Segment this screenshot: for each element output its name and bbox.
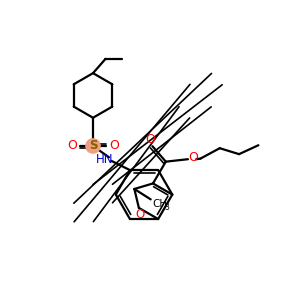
- Text: O: O: [109, 140, 119, 152]
- Text: O: O: [136, 208, 145, 221]
- Text: 3: 3: [165, 203, 170, 212]
- Text: O: O: [188, 151, 198, 164]
- Text: HN: HN: [96, 153, 113, 166]
- Text: O: O: [67, 140, 77, 152]
- Text: S: S: [89, 140, 97, 152]
- Text: CH: CH: [152, 199, 167, 209]
- Circle shape: [86, 139, 100, 153]
- Text: O: O: [146, 133, 155, 146]
